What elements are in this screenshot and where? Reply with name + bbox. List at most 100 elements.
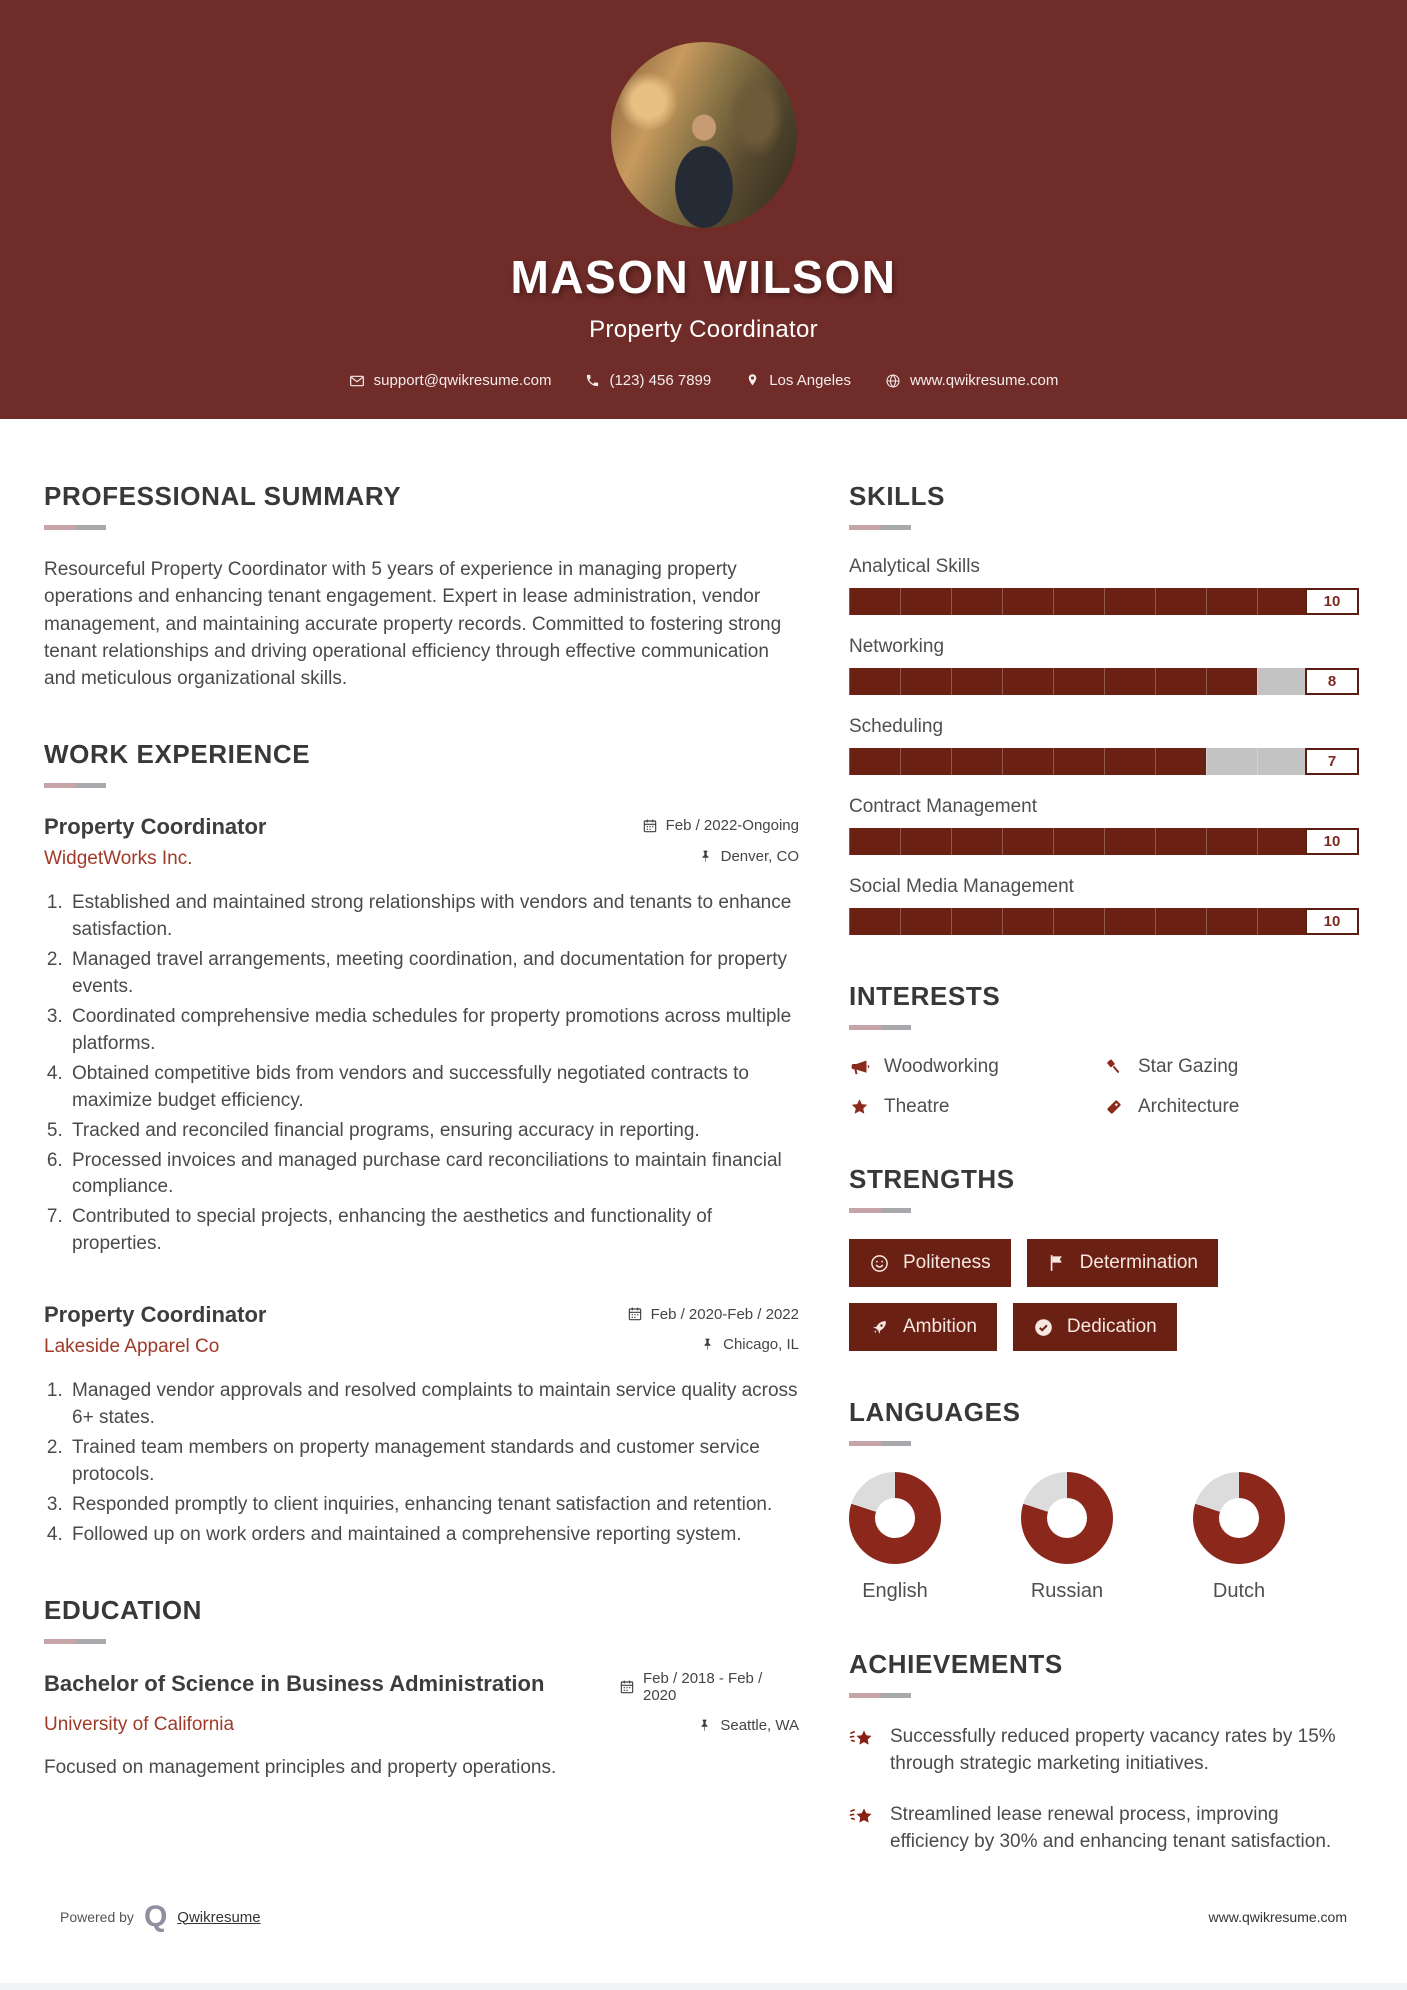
pushpin-icon [698, 849, 713, 864]
job-title: Property Coordinator [44, 813, 267, 839]
interest-item: Woodworking [849, 1056, 1104, 1078]
skill-item: Analytical Skills 10 [849, 556, 1359, 615]
company-name: WidgetWorks Inc. [44, 847, 193, 869]
job-bullet: Trained team members on property managem… [68, 1435, 799, 1489]
achievements-section: ACHIEVEMENTS Successfully reduced proper… [849, 1649, 1359, 1856]
gavel-icon [1104, 1057, 1124, 1077]
contact-text: support@qwikresume.com [373, 372, 552, 389]
language-donut [849, 1472, 941, 1564]
strength-chip: Politeness [849, 1239, 1011, 1287]
job-head: Property Coordinator Feb / 2020-Feb / 202… [44, 1302, 799, 1358]
job-bullet: Established and maintained strong relati… [68, 890, 799, 944]
footer: Powered by Q Qwikresume www.qwikresume.c… [60, 1902, 1347, 1932]
education-location: Seattle, WA [697, 1714, 799, 1736]
skill-item: Social Media Management 10 [849, 876, 1359, 935]
interest-item: Architecture [1104, 1096, 1359, 1118]
calendar-icon [642, 818, 658, 834]
footer-site-link[interactable]: www.qwikresume.com [1208, 1909, 1347, 1925]
skill-label: Contract Management [849, 796, 1037, 817]
contact-item[interactable]: (123) 456 7899 [585, 372, 711, 389]
shooting-star-icon [849, 1802, 875, 1856]
contact-item[interactable]: Los Angeles [745, 372, 851, 389]
heading-rule [849, 1208, 911, 1213]
strengths-heading: STRENGTHS [849, 1164, 1015, 1194]
heading-rule [849, 1441, 911, 1446]
contact-item[interactable]: support@qwikresume.com [349, 372, 552, 389]
job-location-text: Chicago, IL [723, 1336, 799, 1354]
strength-chip: Determination [1026, 1239, 1218, 1287]
skill-value-badge: 10 [1305, 588, 1359, 615]
rocket-icon [869, 1317, 890, 1338]
skill-value-badge: 7 [1305, 748, 1359, 775]
job-date-text: Feb / 2020-Feb / 2022 [650, 1305, 799, 1323]
skill-bar: 10 [849, 908, 1359, 935]
check-circle-icon [1033, 1317, 1054, 1338]
job-location: Denver, CO [698, 848, 799, 865]
skill-bar-fill [849, 748, 1206, 775]
summary-heading: PROFESSIONAL SUMMARY [44, 481, 402, 511]
skill-bar-fill [849, 588, 1359, 615]
header: MASON WILSON Property Coordinator suppor… [0, 0, 1407, 419]
job-head: Property Coordinator Feb / 2022-Ongoing Wi… [44, 814, 799, 870]
smiley-icon [869, 1253, 890, 1274]
education-heading: EDUCATION [44, 1595, 203, 1626]
pushpin-icon [697, 1718, 712, 1733]
skill-bar-fill [849, 908, 1359, 935]
achievement-text: Streamlined lease renewal process, impro… [890, 1803, 1332, 1852]
school-name: University of California [44, 1714, 235, 1736]
language-label: Dutch [1212, 1580, 1266, 1602]
tag-icon [1104, 1097, 1124, 1117]
skills-heading: SKILLS [849, 481, 946, 511]
heading-rule [44, 1639, 106, 1645]
job-location: Chicago, IL [700, 1336, 799, 1353]
calendar-icon [619, 1679, 635, 1695]
jobs-container: Property Coordinator Feb / 2022-Ongoing Wi… [44, 814, 799, 1549]
interest-item: Star Gazing [1104, 1056, 1359, 1078]
qwikresume-link[interactable]: Qwikresume [177, 1908, 261, 1926]
job-bullet: Contributed to special projects, enhanci… [68, 1204, 799, 1258]
job-bullet: Processed invoices and managed purchase … [68, 1148, 799, 1202]
language-item: Dutch [1193, 1472, 1285, 1603]
contact-item[interactable]: www.qwikresume.com [885, 372, 1058, 389]
language-label: Russian [1030, 1580, 1104, 1602]
language-donut [1193, 1472, 1285, 1564]
contact-text: Los Angeles [769, 372, 851, 389]
education-dates-text: Feb / 2018 - Feb / 2020 [643, 1670, 763, 1705]
language-item: Russian [1021, 1472, 1113, 1603]
company-name: Lakeside Apparel Co [44, 1336, 220, 1358]
skill-label: Scheduling [849, 716, 944, 737]
skill-bar: 10 [849, 828, 1359, 855]
contact-text: (123) 456 7899 [609, 372, 712, 389]
interests-list: Woodworking Star Gazing Theatre Architectur… [849, 1056, 1359, 1118]
job-title: Property Coordinator [44, 1302, 267, 1328]
summary-text: Resourceful Property Coordinator with 5 … [44, 559, 782, 690]
qwikresume-logo: Q [143, 1900, 168, 1933]
language-item: English [849, 1472, 941, 1603]
contact-row: support@qwikresume.com (123) 456 7899 Los … [0, 372, 1407, 389]
skills-section: SKILLS Analytical Skills 10 Networking 8 Sch… [849, 481, 1359, 935]
job-bullets: Established and maintained strong relati… [44, 890, 799, 1259]
degree-name: Bachelor of Science in Business Administ… [44, 1671, 545, 1697]
skill-bar: 10 [849, 588, 1359, 615]
globe-icon [885, 373, 901, 389]
skill-item: Networking 8 [849, 636, 1359, 695]
strength-label: Dedication [1066, 1316, 1157, 1337]
skill-label: Analytical Skills [849, 556, 980, 577]
flag-icon [1047, 1253, 1067, 1273]
skill-bar: 8 [849, 668, 1359, 695]
map-pin-icon [745, 373, 760, 388]
education-note: Focused on management principles and pro… [44, 1757, 557, 1779]
achievements-list: Successfully reduced property vacancy ra… [849, 1724, 1359, 1856]
strength-chip: Ambition [849, 1303, 997, 1351]
skill-bar-fill [849, 668, 1257, 695]
envelope-icon [349, 373, 365, 389]
strength-label: Politeness [903, 1252, 991, 1273]
heading-rule [849, 525, 911, 530]
powered-by-text: Powered by [60, 1909, 134, 1925]
right-column: SKILLS Analytical Skills 10 Networking 8 Sch… [849, 481, 1359, 1902]
heading-rule [44, 782, 106, 788]
job-block: Property Coordinator Feb / 2020-Feb / 202… [44, 1302, 799, 1549]
education-location-text: Seattle, WA [720, 1716, 799, 1734]
person-name: MASON WILSON [510, 251, 897, 303]
